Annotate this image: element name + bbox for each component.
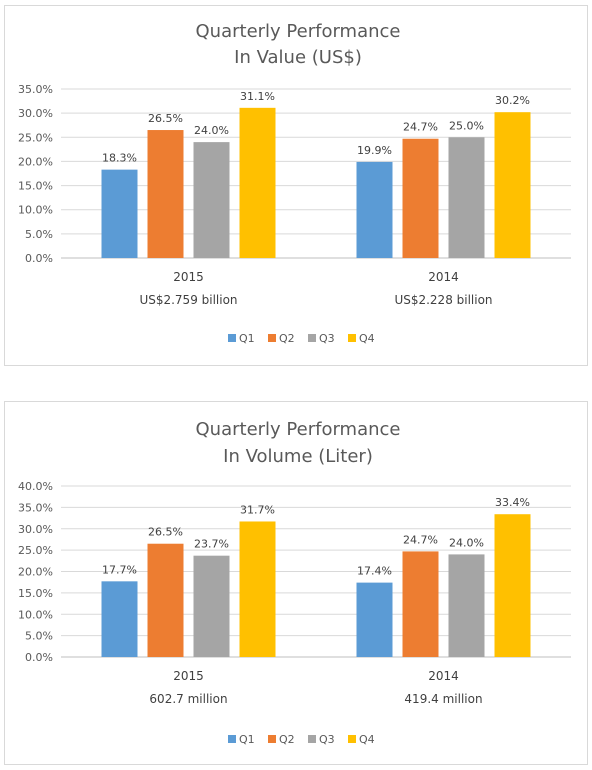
- legend-swatch-q4: [348, 735, 356, 743]
- y-tick-label: 25.0%: [18, 544, 53, 557]
- bar-q4-2015: [239, 521, 276, 657]
- data-label: 30.2%: [495, 94, 530, 107]
- data-label: 31.7%: [240, 503, 275, 516]
- legend-swatch-q2: [268, 334, 276, 342]
- bar-q4-2014: [494, 112, 531, 258]
- y-tick-label: 0.0%: [25, 651, 53, 664]
- data-label: 24.7%: [403, 121, 438, 134]
- bar-q1-2014: [356, 161, 393, 258]
- legend-label-q1: Q1: [239, 733, 255, 746]
- category-label: 2015: [173, 270, 204, 284]
- chart-title: Quarterly Performance: [196, 419, 401, 440]
- data-label: 26.5%: [148, 112, 183, 125]
- data-label: 24.0%: [449, 536, 484, 549]
- data-label: 25.0%: [449, 119, 484, 132]
- legend-label-q3: Q3: [319, 332, 335, 345]
- bar-q3-2015: [193, 142, 230, 258]
- category-sublabel: 602.7 million: [149, 692, 227, 706]
- y-tick-label: 25.0%: [18, 131, 53, 144]
- category-sublabel: US$2.228 billion: [394, 293, 492, 307]
- legend-swatch-q1: [228, 735, 236, 743]
- y-tick-label: 35.0%: [18, 83, 53, 96]
- legend-swatch-q4: [348, 334, 356, 342]
- y-tick-label: 0.0%: [25, 252, 53, 265]
- y-tick-label: 5.0%: [25, 228, 53, 241]
- chart-subtitle: In Volume (Liter): [223, 446, 373, 467]
- volume-bar-chart: Quarterly Performance In Volume (Liter) 0.…: [18, 419, 571, 746]
- legend-label-q1: Q1: [239, 332, 255, 345]
- volume-chart-panel: Quarterly Performance In Volume (Liter) 0.…: [4, 401, 588, 765]
- legend-swatch-q3: [308, 735, 316, 743]
- bar-q2-2015: [147, 130, 184, 258]
- bar-q2-2014: [402, 138, 439, 258]
- category-label: 2015: [173, 669, 204, 683]
- value-bar-chart: Quarterly Performance In Value (US$) 0.0% 5…: [18, 21, 571, 345]
- y-tick-label: 15.0%: [18, 180, 53, 193]
- value-chart-panel: Quarterly Performance In Value (US$) 0.0% 5…: [4, 5, 588, 366]
- y-tick-label: 5.0%: [25, 630, 53, 643]
- bar-q3-2014: [448, 554, 485, 657]
- data-label: 31.1%: [240, 90, 275, 103]
- legend-label-q3: Q3: [319, 733, 335, 746]
- y-tick-label: 30.0%: [18, 107, 53, 120]
- legend-swatch-q3: [308, 334, 316, 342]
- legend-label-q2: Q2: [279, 332, 295, 345]
- y-tick-label: 20.0%: [18, 155, 53, 168]
- data-label: 24.7%: [403, 533, 438, 546]
- category-label: 2014: [428, 669, 459, 683]
- legend-swatch-q2: [268, 735, 276, 743]
- y-tick-label: 40.0%: [18, 480, 53, 493]
- data-label: 18.3%: [102, 152, 137, 165]
- data-label: 24.0%: [194, 124, 229, 137]
- bar-q2-2015: [147, 543, 184, 657]
- data-label: 33.4%: [495, 496, 530, 509]
- data-label: 19.9%: [357, 144, 392, 157]
- legend-label-q4: Q4: [359, 733, 375, 746]
- data-label: 23.7%: [194, 538, 229, 551]
- category-sublabel: US$2.759 billion: [139, 293, 237, 307]
- legend-label-q4: Q4: [359, 332, 375, 345]
- category-sublabel: 419.4 million: [404, 692, 482, 706]
- category-label: 2014: [428, 270, 459, 284]
- bar-q4-2014: [494, 514, 531, 657]
- bar-q1-2014: [356, 582, 393, 657]
- y-tick-label: 35.0%: [18, 501, 53, 514]
- bar-q3-2014: [448, 137, 485, 258]
- data-label: 26.5%: [148, 526, 183, 539]
- bar-q1-2015: [101, 169, 138, 258]
- bar-q3-2015: [193, 555, 230, 657]
- chart-title: Quarterly Performance: [196, 21, 401, 42]
- chart-subtitle: In Value (US$): [234, 47, 362, 68]
- legend-label-q2: Q2: [279, 733, 295, 746]
- y-tick-label: 30.0%: [18, 523, 53, 536]
- y-tick-label: 10.0%: [18, 608, 53, 621]
- bar-q4-2015: [239, 107, 276, 259]
- bar-q2-2014: [402, 551, 439, 657]
- y-tick-label: 20.0%: [18, 566, 53, 579]
- legend-swatch-q1: [228, 334, 236, 342]
- data-label: 17.4%: [357, 565, 392, 578]
- data-label: 17.7%: [102, 563, 137, 576]
- y-tick-label: 15.0%: [18, 587, 53, 600]
- y-tick-label: 10.0%: [18, 204, 53, 217]
- bar-q1-2015: [101, 581, 138, 657]
